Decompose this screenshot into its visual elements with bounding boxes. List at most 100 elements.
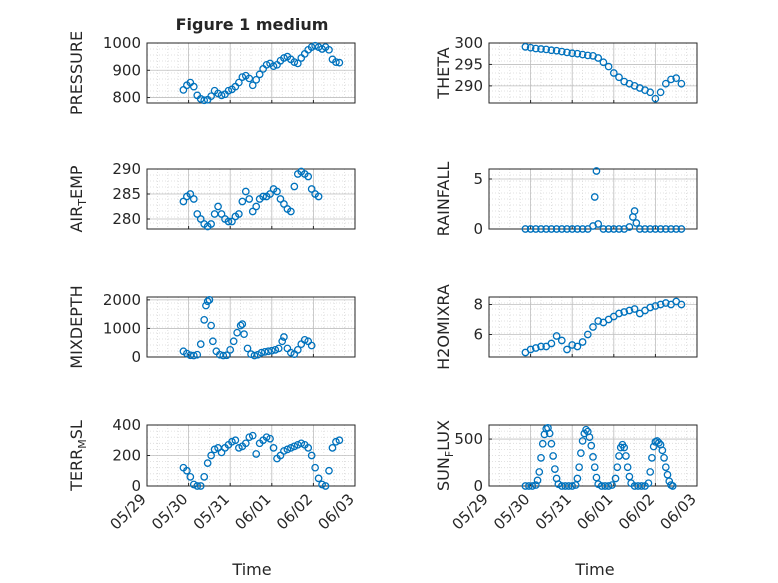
data-point <box>552 46 561 55</box>
data-point <box>280 54 288 62</box>
data-point <box>667 75 675 84</box>
data-point <box>307 451 316 460</box>
y-tick-label: 8 <box>473 296 483 314</box>
subplot-pressure: 800 900 1000 PRESSURE <box>67 31 356 115</box>
data-point <box>325 466 333 475</box>
data-point <box>261 348 269 356</box>
data-point <box>656 88 665 97</box>
data-point <box>589 453 597 461</box>
data-point <box>526 225 535 233</box>
data-point <box>290 182 299 191</box>
y-axis-label: H2OMIXRA <box>434 284 453 370</box>
data-point <box>585 433 594 442</box>
data-point <box>252 450 261 458</box>
data-point <box>660 453 668 462</box>
data-point <box>214 202 222 211</box>
data-point <box>245 195 254 203</box>
data-point <box>271 346 280 354</box>
data-point <box>531 481 540 489</box>
data-point <box>314 474 323 483</box>
y-tick-label: 300 <box>454 34 483 52</box>
data-point <box>537 453 545 462</box>
data-point <box>594 54 603 62</box>
data-point <box>521 43 530 51</box>
data-point <box>557 47 566 56</box>
data-point <box>267 346 276 355</box>
data-point <box>235 210 243 218</box>
data-point <box>655 438 663 447</box>
data-point <box>200 316 209 324</box>
data-point <box>196 215 205 223</box>
y-tick-label: 0 <box>131 477 141 495</box>
data-point <box>575 463 583 472</box>
data-point <box>611 474 620 483</box>
data-point <box>276 195 285 203</box>
data-point <box>318 480 326 489</box>
data-point <box>189 82 198 91</box>
data-point <box>335 436 344 445</box>
data-point <box>328 444 337 452</box>
data-point <box>238 320 247 328</box>
data-point <box>311 41 319 50</box>
data-point <box>183 466 191 475</box>
data-point <box>207 92 215 101</box>
data-point <box>592 167 601 175</box>
data-point <box>287 207 295 216</box>
data-point <box>280 200 288 208</box>
data-point <box>646 468 655 476</box>
data-point <box>250 351 259 360</box>
data-point <box>210 445 219 454</box>
data-point <box>594 317 603 325</box>
data-point <box>186 472 195 481</box>
data-point <box>222 351 231 360</box>
data-point <box>590 463 599 472</box>
data-point <box>646 88 655 97</box>
axes-box <box>488 424 698 487</box>
data-point <box>625 306 634 315</box>
data-point <box>229 337 238 346</box>
y-tick-label: 400 <box>112 416 141 434</box>
data-point <box>207 451 215 460</box>
data-point <box>255 70 264 79</box>
data-point <box>646 225 655 233</box>
data-point <box>283 445 292 454</box>
data-point <box>625 223 634 231</box>
data-point <box>262 433 271 442</box>
y-tick-label: 0 <box>473 477 483 495</box>
data-point <box>648 453 656 462</box>
data-point <box>609 69 618 77</box>
y-tick-label: 0 <box>473 220 483 238</box>
y-axis-label: PRESSURE <box>67 31 86 115</box>
data-point <box>235 78 243 87</box>
data-point <box>189 351 198 360</box>
data-point <box>280 447 288 455</box>
data-point <box>233 328 241 337</box>
data-point <box>207 220 215 228</box>
y-tick-label: 290 <box>112 160 141 178</box>
x-axis-label-left: Time <box>231 560 271 579</box>
series-markers <box>521 167 686 233</box>
data-point <box>563 345 571 354</box>
data-point <box>207 321 215 330</box>
y-axis-label: THETA <box>434 47 453 99</box>
data-point <box>573 225 582 233</box>
data-point <box>547 439 556 448</box>
data-point <box>568 341 577 349</box>
data-point <box>578 338 587 346</box>
data-point <box>535 468 544 476</box>
grid-lines <box>146 168 356 230</box>
series-markers <box>179 167 323 231</box>
data-point <box>186 190 195 198</box>
data-point <box>563 225 571 233</box>
data-point <box>264 347 273 356</box>
data-point <box>651 225 660 233</box>
x-axis-label-right: Time <box>574 560 614 579</box>
data-point <box>604 482 613 490</box>
data-point <box>266 190 274 198</box>
data-point <box>304 172 313 181</box>
data-point <box>658 446 667 455</box>
data-point <box>252 75 261 84</box>
data-point <box>293 346 302 354</box>
data-point <box>531 344 540 352</box>
data-point <box>226 346 235 354</box>
